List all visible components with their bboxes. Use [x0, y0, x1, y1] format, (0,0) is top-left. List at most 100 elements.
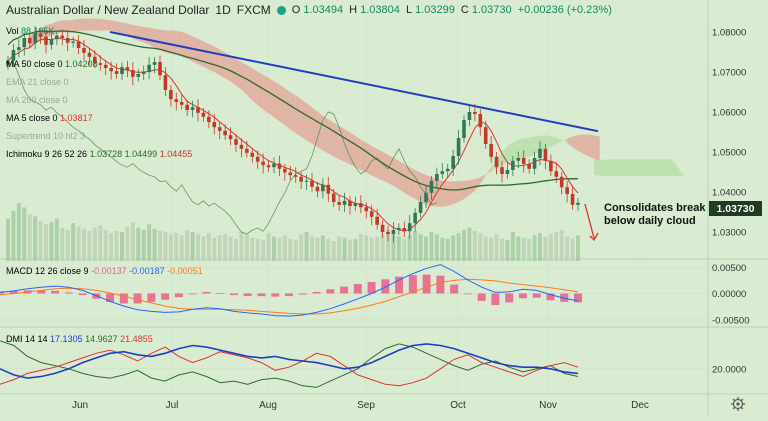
macd-histogram-bar: [395, 276, 404, 294]
legend-ma200[interactable]: MA 200 close 0: [6, 95, 68, 105]
macd-histogram-bar: [243, 293, 252, 297]
candle-down: [82, 48, 86, 53]
price-tick-label: 1.08000: [712, 28, 746, 39]
candle-up: [391, 230, 396, 234]
volume-bar: [82, 228, 86, 261]
ichimoku-cloud-red: [306, 102, 312, 144]
volume-bar: [565, 236, 570, 261]
ichimoku-cloud-green: [556, 137, 562, 145]
candle-down: [299, 176, 303, 182]
macd-histogram-bar: [257, 293, 266, 297]
ichimoku-cloud-red: [447, 181, 454, 206]
macd-histogram-bar: [491, 293, 500, 306]
ichimoku-cloud-green: [540, 135, 546, 153]
ichimoku-cloud-red: [295, 95, 302, 137]
ichimoku-cloud-red: [143, 26, 150, 45]
volume-bar: [532, 235, 537, 261]
change-value: +0.00236 (+0.23%): [517, 4, 612, 16]
volume-bar: [125, 226, 130, 261]
candle-up: [418, 202, 423, 213]
candle-down: [478, 114, 483, 128]
time-tick-label: Jul: [166, 400, 179, 411]
time-tick-label: Oct: [450, 400, 466, 411]
volume-bar: [342, 237, 347, 261]
candle-down: [348, 200, 352, 206]
legend-ichimoku[interactable]: Ichimoku 9 26 52 26 1.03728 1.04499 1.04…: [6, 149, 193, 159]
volume-bar: [472, 230, 477, 261]
volume-bar: [413, 230, 418, 261]
volume-bar: [380, 233, 385, 261]
macd-histogram-bar: [202, 291, 211, 294]
ichimoku-cloud-green: [507, 142, 513, 163]
ichimoku-cloud-red: [274, 81, 280, 122]
volume-bar: [217, 235, 222, 261]
ichimoku-cloud-red: [339, 126, 345, 162]
dmi-minus-line: [0, 346, 579, 387]
ichimoku-cloud-red: [246, 65, 253, 101]
volume-bar: [548, 234, 553, 261]
candle-up: [538, 148, 542, 158]
annotation-line2: below daily cloud: [604, 215, 696, 227]
volume-bar: [114, 230, 119, 261]
candle-up: [462, 120, 466, 138]
legend-ma5[interactable]: MA 5 close 0 1.03817: [6, 113, 93, 123]
legend-dmi[interactable]: DMI 14 14 17.1305 14.9627 21.4855: [6, 334, 153, 344]
macd-histogram-bar: [408, 275, 417, 294]
time-tick-label: Jun: [72, 400, 88, 411]
macd-histogram-bar: [119, 293, 128, 304]
ichimoku-cloud-red: [127, 23, 133, 39]
legend-supertrend[interactable]: Supertrend 10 hl2 3: [6, 131, 86, 141]
gear-icon[interactable]: [731, 397, 745, 411]
volume-bar: [386, 229, 390, 261]
volume-bar: [212, 237, 217, 261]
time-tick-label: Nov: [539, 400, 557, 411]
ichimoku-cloud-red: [165, 30, 171, 54]
volume-bar: [239, 232, 244, 261]
ichimoku-cloud-green: [561, 138, 568, 144]
legend-ema21[interactable]: EMA 21 close 0: [6, 77, 69, 87]
ichimoku-cloud-red: [453, 181, 459, 205]
macd-histogram-bar: [133, 293, 142, 304]
dmi-plus-line: [0, 340, 579, 388]
volume-bar: [331, 240, 336, 261]
volume-bar: [467, 227, 472, 261]
macd-histogram-bar: [450, 284, 459, 294]
volume-bar: [266, 233, 271, 261]
volume-bar: [326, 238, 331, 261]
candle-down: [196, 107, 200, 113]
candle-down: [380, 224, 385, 232]
interval[interactable]: 1D: [215, 3, 231, 17]
candle-up: [321, 184, 325, 192]
volume-bar: [16, 203, 21, 261]
ichimoku-cloud-red: [485, 167, 492, 176]
ichimoku-cloud-red: [572, 135, 578, 151]
volume-bar: [147, 224, 152, 261]
volume-bar: [109, 233, 114, 261]
candle-up: [456, 138, 461, 156]
legend-ma50[interactable]: MA 50 close 0 1.04208: [6, 59, 98, 69]
volume-bar: [358, 234, 363, 261]
macd-signal-line: [0, 278, 579, 315]
symbol-title[interactable]: Australian Dollar / New Zealand Dollar: [6, 3, 210, 17]
volume-bar: [38, 220, 43, 261]
ichimoku-cloud-red: [51, 21, 57, 36]
candle-down: [337, 202, 341, 205]
candle-down: [174, 99, 179, 102]
legend-macd[interactable]: MACD 12 26 close 9 -0.00137 -0.00187 -0.…: [6, 266, 203, 276]
volume-bar: [33, 216, 38, 261]
ichimoku-cloud-red: [474, 177, 481, 191]
candle-up: [516, 158, 521, 161]
ichimoku-cloud-red: [436, 179, 443, 207]
macd-tick-label: -0.00500: [712, 315, 750, 326]
volume-bar: [201, 236, 206, 261]
ichimoku-cloud-green: [610, 159, 640, 176]
volume-bar: [250, 237, 255, 261]
ichimoku-cloud-red: [154, 28, 160, 51]
price-badge-bg: [709, 201, 762, 216]
volume-bar: [168, 234, 173, 261]
volume-bar: [489, 237, 494, 261]
volume-bar: [310, 236, 314, 261]
legend-vol[interactable]: Vol 88.195K: [6, 26, 55, 36]
candle-down: [228, 135, 233, 140]
volume-bar: [478, 233, 483, 261]
